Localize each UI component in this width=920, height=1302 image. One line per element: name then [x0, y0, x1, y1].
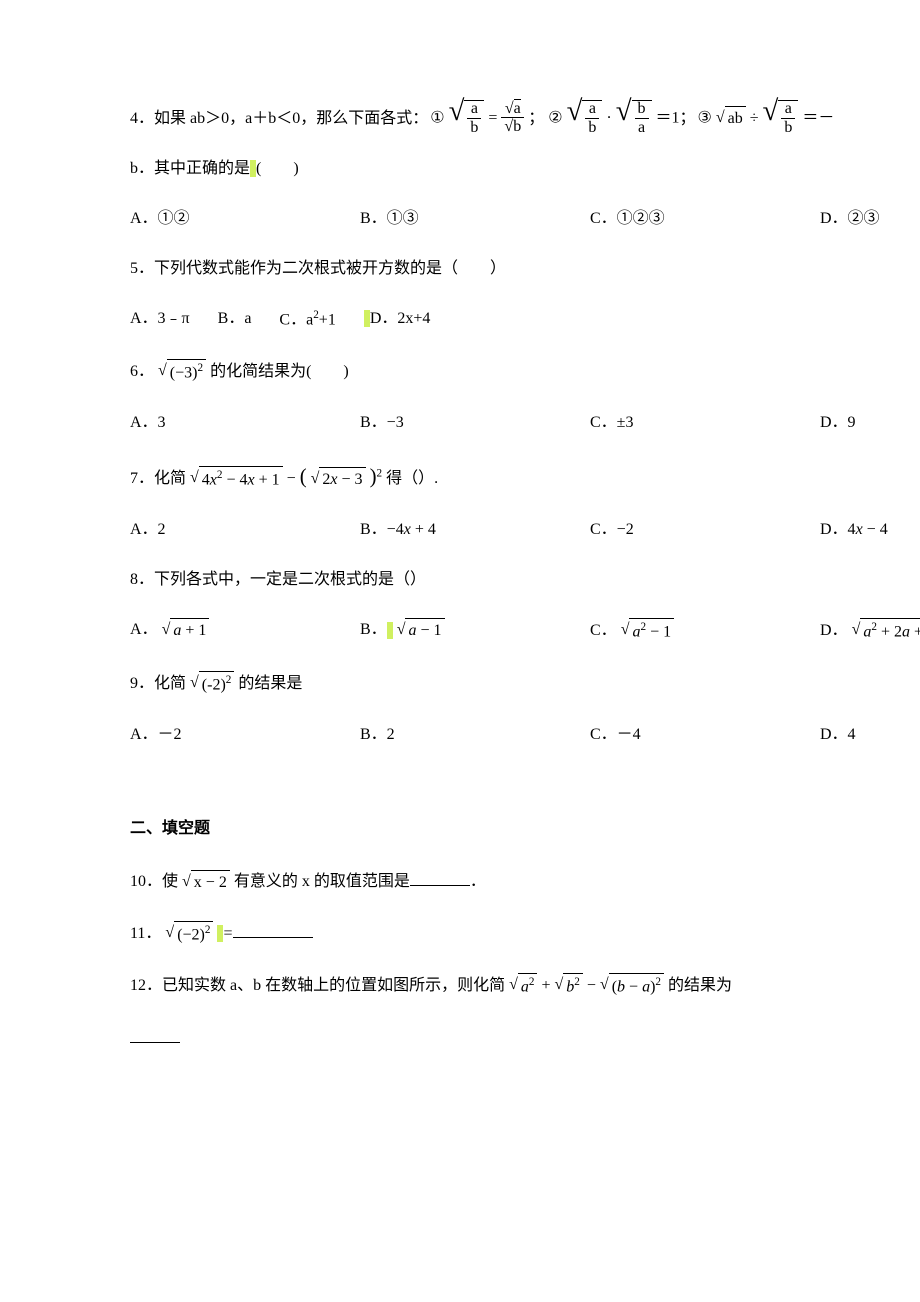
- q4-prefix: 4．如果 ab＞0，a＋b＜0，那么下面各式：: [130, 107, 428, 131]
- question-10: 10．使 √x − 2 有意义的 x 的取值范围是．: [130, 869, 920, 895]
- q4-expr3: ③ √ab ÷ √ ab ＝－: [698, 100, 835, 137]
- q11-stem: 11． √(−2)2 =: [130, 921, 920, 947]
- q4-option-b[interactable]: B．①③: [360, 207, 590, 231]
- question-11: 11． √(−2)2 =: [130, 921, 920, 947]
- q5-option-c[interactable]: C．a2+1: [279, 307, 335, 332]
- q6-options: A．3 B．−3 C．±3 D．9: [130, 411, 920, 435]
- q12-stem: 12．已知实数 a、b 在数轴上的位置如图所示，则化简 √a2 + √b2 − …: [130, 973, 920, 999]
- q5-stem: 5．下列代数式能作为二次根式被开方数的是（ ）: [130, 257, 920, 281]
- q4-expr1: ① √ ab = √a √b ；: [430, 100, 544, 137]
- question-12: 12．已知实数 a、b 在数轴上的位置如图所示，则化简 √a2 + √b2 − …: [130, 973, 920, 1050]
- q5-option-b[interactable]: B．a: [218, 307, 252, 332]
- q4-option-d[interactable]: D．②③: [820, 207, 920, 231]
- q8-option-c[interactable]: C． √a2 − 1: [590, 618, 820, 644]
- question-4: 4．如果 ab＞0，a＋b＜0，那么下面各式： ① √ ab = √a √b ；…: [130, 100, 920, 231]
- question-6: 6． √(−3)2 的化简结果为( ) A．3 B．−3 C．±3 D．9: [130, 359, 920, 435]
- q6-option-d[interactable]: D．9: [820, 411, 920, 435]
- q4-expr2: ② √ ab · √ ba ＝1；: [548, 100, 695, 137]
- q9-stem: 9．化简 √(-2)2 的结果是: [130, 671, 920, 697]
- question-8: 8．下列各式中，一定是二次根式的是（） A． √a + 1 B． √a − 1 …: [130, 568, 920, 644]
- q4-option-a[interactable]: A．①②: [130, 207, 360, 231]
- fill-blank[interactable]: [233, 921, 313, 938]
- q6-option-b[interactable]: B．−3: [360, 411, 590, 435]
- section-2-title: 二、填空题: [130, 817, 920, 841]
- q6-stem: 6． √(−3)2 的化简结果为( ): [130, 359, 920, 385]
- q9-options: A．－2 B．2 C．－4 D．4: [130, 723, 920, 747]
- q9-option-d[interactable]: D．4: [820, 723, 920, 747]
- q8-option-a[interactable]: A． √a + 1: [130, 618, 360, 644]
- q7-option-c[interactable]: C．−2: [590, 518, 820, 542]
- q7-option-a[interactable]: A．2: [130, 518, 360, 542]
- q9-option-b[interactable]: B．2: [360, 723, 590, 747]
- q7-option-b[interactable]: B．−4x + 4: [360, 518, 590, 542]
- q5-option-d[interactable]: D．2x+4: [364, 307, 431, 332]
- q4-option-c[interactable]: C．①②③: [590, 207, 820, 231]
- q4-options: A．①② B．①③ C．①②③ D．②③: [130, 207, 920, 231]
- q4-line2: b．其中正确的是: [130, 160, 250, 177]
- q8-options: A． √a + 1 B． √a − 1 C． √a2 − 1 D． √a2 + …: [130, 618, 920, 644]
- q7-options: A．2 B．−4x + 4 C．−2 D．4x − 4: [130, 518, 920, 542]
- q7-option-d[interactable]: D．4x − 4: [820, 518, 920, 542]
- q5-options: A．3﹣π B．a C．a2+1 D．2x+4: [130, 307, 920, 332]
- q6-option-c[interactable]: C．±3: [590, 411, 820, 435]
- q9-option-c[interactable]: C．－4: [590, 723, 820, 747]
- q9-option-a[interactable]: A．－2: [130, 723, 360, 747]
- q4-paren: ( ): [256, 160, 299, 177]
- q10-stem: 10．使 √x − 2 有意义的 x 的取值范围是．: [130, 869, 920, 895]
- q4-stem: 4．如果 ab＞0，a＋b＜0，那么下面各式： ① √ ab = √a √b ；…: [130, 100, 920, 181]
- q8-stem: 8．下列各式中，一定是二次根式的是（）: [130, 568, 920, 592]
- q5-option-a[interactable]: A．3﹣π: [130, 307, 190, 332]
- fill-blank[interactable]: [130, 1026, 180, 1043]
- q8-option-d[interactable]: D． √a2 + 2a + 2: [820, 618, 920, 644]
- question-9: 9．化简 √(-2)2 的结果是 A．－2 B．2 C．－4 D．4: [130, 671, 920, 747]
- highlight-mark: [387, 622, 393, 639]
- q6-option-a[interactable]: A．3: [130, 411, 360, 435]
- question-5: 5．下列代数式能作为二次根式被开方数的是（ ） A．3﹣π B．a C．a2+1…: [130, 257, 920, 332]
- question-7: 7．化简 √ 4x2 − 4x + 1 − ( √ 2x − 3 )2 得（）.…: [130, 461, 920, 542]
- fill-blank[interactable]: [410, 869, 470, 886]
- q8-option-b[interactable]: B． √a − 1: [360, 618, 590, 644]
- q7-stem: 7．化简 √ 4x2 − 4x + 1 − ( √ 2x − 3 )2 得（）.: [130, 461, 920, 492]
